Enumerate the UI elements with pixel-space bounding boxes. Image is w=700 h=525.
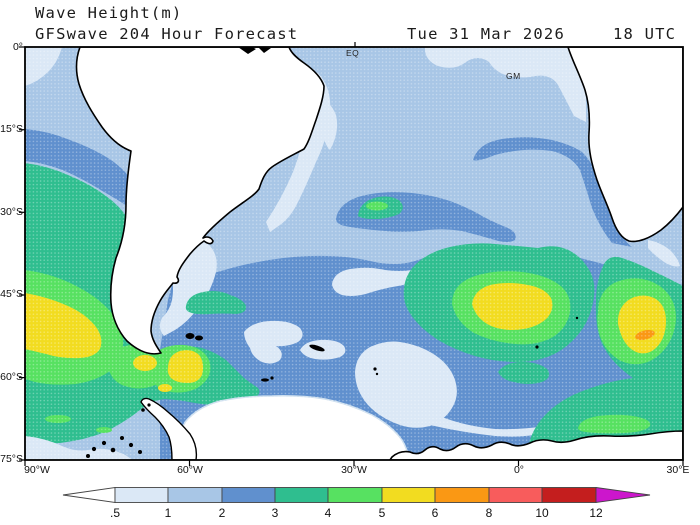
south-orkney-islands — [261, 378, 269, 382]
lat-tick-0: 0° — [12, 41, 23, 53]
chart-title: Wave Height(m) — [35, 4, 183, 22]
greenwich-annotation: GM — [506, 71, 521, 81]
equator-annotation: EQ — [346, 48, 360, 58]
lon-tick-60w: 60°W — [177, 464, 203, 476]
amazon-delta-marks — [238, 47, 256, 54]
falkland-islands — [185, 333, 195, 339]
colorbar-label-6: 6 — [431, 506, 439, 520]
wave-height-field — [25, 47, 683, 460]
valid-utc: 18 UTC — [613, 25, 677, 43]
antarctica-coast — [389, 430, 683, 460]
lon-tick-90w: 90°W — [24, 464, 50, 476]
colorbar-label-8: 8 — [485, 506, 493, 520]
africa-landmass — [567, 47, 683, 243]
colorbar-label-12: 12 — [589, 506, 603, 520]
colorbar-high-arrow — [595, 486, 651, 504]
south-america-landmass — [75, 47, 325, 355]
lat-tick-45s: 45°S — [0, 288, 23, 300]
colorbar-label-2: 2 — [218, 506, 226, 520]
islands — [86, 47, 579, 458]
colorbar-label-3: 3 — [271, 506, 279, 520]
lat-tick-75s: 75°S — [0, 453, 23, 465]
chart-subtitle: GFSwave 204 Hour Forecast — [35, 25, 299, 43]
colorbar-label-5: 5 — [378, 506, 386, 520]
bouvet-island — [535, 345, 539, 349]
lon-tick-30w: 30°W — [341, 464, 367, 476]
axis-ticks — [19, 42, 684, 466]
antarctic-peninsula — [140, 397, 198, 460]
colorbar-label-1: 1 — [164, 506, 172, 520]
colorbar — [62, 486, 651, 504]
map-frame — [19, 42, 684, 466]
south-sandwich-islands — [373, 367, 377, 371]
landmasses — [75, 47, 683, 460]
colorbar-low-arrow — [62, 486, 116, 504]
colorbar-label-10: 10 — [535, 506, 549, 520]
valid-datetime: Tue 31 Mar 2026 — [407, 25, 565, 43]
colorbar-label-4: 4 — [324, 506, 332, 520]
colorbar-label-05: .5 — [109, 506, 120, 520]
south-georgia-island — [309, 344, 325, 352]
lat-tick-60s: 60°S — [0, 371, 23, 383]
lon-tick-0: 0° — [513, 464, 525, 476]
lat-tick-30s: 30°S — [0, 206, 23, 218]
lon-tick-30e: 30°E — [666, 464, 690, 476]
lat-tick-15s: 15°S — [0, 123, 23, 135]
